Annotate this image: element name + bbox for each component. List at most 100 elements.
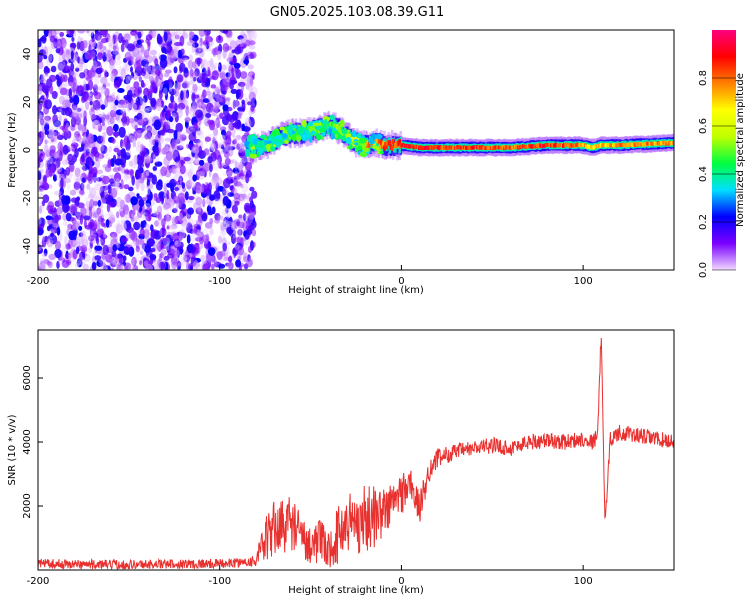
- noise-blob: [109, 178, 115, 184]
- ridge-blob: [297, 126, 305, 135]
- noise-blob: [169, 225, 178, 231]
- noise-blob: [78, 64, 84, 72]
- noise-blob: [167, 253, 175, 259]
- ridge-blob: [339, 134, 343, 140]
- noise-blob: [173, 66, 178, 74]
- noise-blob: [123, 184, 130, 190]
- noise-blob: [105, 114, 110, 120]
- noise-blob: [89, 100, 93, 106]
- colorbar-gradient: [712, 30, 736, 270]
- noise-blob: [91, 107, 94, 112]
- ridge-cell: [373, 142, 376, 148]
- noise-blob: [72, 94, 80, 106]
- noise-blob: [123, 172, 129, 180]
- noise-blob: [86, 183, 91, 190]
- noise-blob: [235, 90, 240, 100]
- noise-blob: [219, 222, 224, 228]
- noise-blob: [247, 30, 255, 38]
- snr-x-label: Height of straight line (km): [288, 585, 424, 596]
- noise-blob: [132, 141, 137, 148]
- noise-blob: [197, 41, 202, 52]
- noise-blob: [38, 84, 43, 95]
- noise-blob: [124, 168, 130, 175]
- noise-blob: [84, 224, 92, 230]
- noise-blob: [232, 138, 238, 145]
- noise-blob: [173, 172, 178, 183]
- noise-blob: [170, 33, 177, 43]
- noise-blob: [122, 223, 128, 231]
- noise-blob: [230, 222, 235, 231]
- noise-blob: [243, 213, 247, 222]
- noise-blob: [107, 184, 112, 195]
- noise-blob: [201, 256, 208, 264]
- noise-blob: [72, 154, 77, 163]
- noise-blob: [38, 181, 43, 187]
- noise-blob: [222, 30, 229, 35]
- noise-blob: [74, 131, 81, 138]
- noise-blob: [190, 233, 197, 243]
- noise-blob: [79, 124, 87, 132]
- noise-blob: [231, 127, 236, 139]
- noise-blob: [112, 75, 116, 80]
- spectrogram-y-label: Frequency (Hz): [7, 112, 18, 188]
- noise-blob: [45, 53, 53, 63]
- noise-blob: [85, 30, 90, 34]
- noise-blob: [108, 38, 113, 48]
- noise-blob: [137, 31, 142, 39]
- noise-blob: [86, 129, 90, 139]
- noise-blob: [38, 102, 43, 112]
- noise-blob: [189, 31, 193, 36]
- noise-blob: [77, 147, 84, 152]
- noise-blob: [139, 250, 144, 255]
- noise-blob: [241, 183, 249, 193]
- noise-blob: [214, 140, 218, 151]
- noise-blob: [116, 182, 120, 189]
- noise-blob: [100, 76, 108, 85]
- noise-blob: [249, 117, 255, 128]
- noise-blob: [220, 149, 227, 155]
- noise-blob: [225, 46, 232, 51]
- noise-blob: [209, 120, 215, 131]
- spectrogram-x-ticks: -200 -100 0 100: [27, 265, 593, 287]
- noise-blob: [57, 168, 62, 175]
- noise-blob: [220, 134, 226, 144]
- noise-blob: [209, 146, 214, 153]
- noise-blob: [70, 62, 75, 71]
- noise-blob: [186, 180, 192, 190]
- noise-blob: [186, 168, 194, 177]
- ridge-cell: [338, 126, 341, 132]
- noise-blob: [214, 218, 221, 224]
- noise-blob: [135, 245, 140, 253]
- y-tick-label: 4000: [22, 429, 33, 454]
- spectrogram-marks: [38, 30, 674, 270]
- noise-blob: [211, 47, 219, 56]
- noise-blob: [53, 129, 59, 137]
- noise-blob: [193, 159, 201, 166]
- noise-blob: [80, 230, 87, 241]
- noise-blob: [248, 91, 256, 103]
- noise-blob: [221, 221, 227, 227]
- noise-blob: [135, 42, 143, 49]
- noise-blob: [74, 263, 80, 269]
- noise-blob: [133, 215, 139, 222]
- ridge-cell: [258, 145, 262, 152]
- noise-blob: [116, 211, 120, 219]
- noise-blob: [130, 55, 135, 66]
- noise-blob: [145, 170, 150, 177]
- noise-blob: [103, 69, 108, 78]
- noise-blob: [240, 53, 247, 58]
- noise-blob: [182, 30, 186, 37]
- noise-blob: [157, 141, 162, 152]
- noise-blob: [109, 62, 115, 70]
- noise-blob: [108, 209, 113, 220]
- noise-blob: [191, 42, 199, 48]
- noise-blob: [50, 65, 57, 73]
- ridge-cell: [269, 138, 273, 144]
- noise-blob: [192, 61, 197, 69]
- ridge-blob: [345, 136, 352, 145]
- x-tick-label: 0: [398, 276, 404, 287]
- noise-blob: [170, 224, 178, 230]
- noise-blob: [38, 114, 46, 120]
- noise-blob: [76, 107, 82, 112]
- noise-blob: [114, 174, 122, 182]
